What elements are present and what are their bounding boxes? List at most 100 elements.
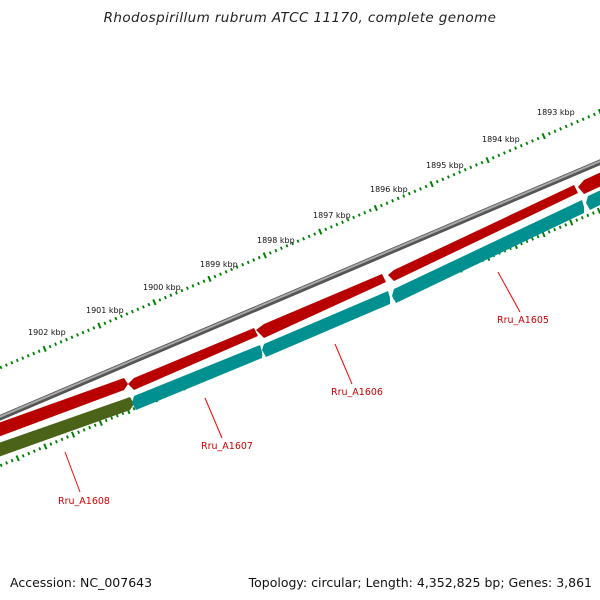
ruler-minor-tick: [368, 208, 372, 213]
ruler-minor-tick: [257, 255, 261, 260]
ruler-minor-tick: [92, 326, 96, 330]
ruler-minor-tick: [587, 115, 591, 119]
ruler-minor-tick: [103, 321, 107, 326]
ruler-minor-tick: [185, 286, 189, 290]
ruler-minor-tick: [291, 241, 294, 246]
ruler-minor-tick: [564, 124, 568, 129]
ruler-minor-tick: [424, 184, 428, 189]
ruler-minor-tick: [547, 230, 551, 234]
ruler-minor-tick: [191, 284, 195, 288]
ruler-minor-tick: [274, 248, 278, 253]
gene-arrow-forward: [256, 274, 386, 338]
ruler-minor-tick: [38, 447, 42, 451]
ruler-minor-tick: [147, 302, 151, 307]
gene-label: Rru_A1608: [58, 496, 110, 507]
ruler-minor-tick: [296, 239, 300, 243]
ruler-minor-tick: [241, 263, 245, 267]
ruler-minor-tick: [341, 220, 344, 224]
gene-label-lines: [64, 271, 521, 493]
ruler-minor-tick: [87, 328, 90, 333]
reverse-strand-genes: [0, 190, 600, 457]
ruler-minor-tick: [115, 414, 119, 418]
ruler-minor-tick: [307, 234, 311, 239]
ruler-minor-tick: [435, 179, 439, 184]
ruler-minor-tick: [531, 139, 534, 143]
ruler-minor-tick: [230, 267, 234, 272]
ruler-major-tick: [569, 219, 574, 226]
gene-arrow-reverse: [392, 200, 584, 303]
ruler-minor-tick: [346, 218, 350, 222]
ruler-minor-tick: [553, 129, 557, 134]
ruler-major-tick: [373, 204, 378, 212]
ruler-minor-tick: [363, 210, 367, 215]
kbp-label: 1895 kbp: [426, 161, 464, 170]
ruler-major-tick: [98, 419, 103, 426]
ruler-minor-tick: [559, 127, 563, 131]
ruler-minor-tick: [581, 117, 585, 121]
ruler-minor-tick: [564, 223, 568, 227]
kbp-label: 1896 kbp: [370, 185, 408, 194]
ruler-minor-tick: [285, 244, 289, 248]
ruler-major-tick: [152, 299, 157, 306]
kbp-label: 1902 kbp: [28, 328, 66, 337]
ruler-minor-tick: [93, 423, 97, 427]
ruler-minor-tick: [491, 156, 495, 160]
ruler-minor-tick: [536, 234, 540, 239]
ruler-minor-tick: [502, 151, 506, 155]
ruler-minor-tick: [413, 189, 417, 193]
ruler-minor-tick: [224, 270, 228, 274]
ruler-major-tick: [485, 157, 490, 164]
ruler-minor-tick: [82, 428, 86, 432]
ruler-minor-tick: [246, 260, 250, 265]
ruler-minor-tick: [10, 458, 14, 463]
ruler-minor-tick: [60, 437, 64, 442]
ruler-minor-tick: [169, 293, 173, 297]
ruler-minor-tick: [279, 246, 283, 250]
label-leader-line: [334, 343, 353, 385]
ruler-minor-tick: [302, 237, 306, 241]
kbp-label: 1899 kbp: [200, 260, 238, 269]
ruler-minor-tick: [21, 454, 25, 458]
gene-arrow-forward: [388, 185, 578, 281]
label-leader-line: [204, 397, 223, 439]
kbp-label: 1901 kbp: [86, 306, 124, 315]
ruler-minor-tick: [49, 442, 53, 446]
label-leader-line: [64, 451, 81, 493]
ruler-major-tick: [318, 228, 323, 235]
ruler-minor-tick: [313, 232, 317, 236]
kbp-label: 1893 kbp: [537, 108, 575, 117]
ruler-minor-tick: [497, 153, 501, 158]
ruler-minor-tick: [463, 168, 467, 172]
ruler-minor-tick: [32, 449, 36, 453]
ruler-major-tick: [70, 431, 76, 438]
ruler-minor-tick: [54, 439, 58, 444]
label-leader-line: [497, 271, 521, 313]
ruler-minor-tick: [37, 349, 41, 353]
kbp-label: 1897 kbp: [313, 211, 351, 220]
ruler-minor-tick: [352, 215, 356, 220]
gene-labels: Rru_A1605 Rru_A1606 Rru_A1607 Rru_A1608: [58, 315, 549, 507]
ruler-minor-tick: [10, 361, 14, 365]
ruler-minor-tick: [385, 201, 389, 205]
ruler-minor-tick: [558, 225, 562, 229]
map-title: Rhodospirillum rubrum ATCC 11170, comple…: [103, 10, 497, 26]
kbp-label: 1894 kbp: [482, 135, 520, 144]
ruler-minor-tick: [514, 146, 518, 150]
kbp-label: 1898 kbp: [257, 236, 295, 245]
ruler-minor-tick: [519, 144, 523, 148]
ruler-minor-tick: [446, 175, 450, 179]
ruler-minor-tick: [525, 141, 529, 146]
ruler-minor-tick: [104, 418, 108, 423]
ruler-minor-tick: [136, 307, 140, 312]
gene-arrow-reverse: [132, 345, 262, 410]
ruler-minor-tick: [536, 136, 540, 141]
ruler-minor-tick: [88, 425, 92, 430]
ruler-major-tick: [15, 455, 20, 462]
accession-text: Accession: NC_007643: [10, 575, 153, 590]
ruler-minor-tick: [419, 187, 422, 191]
ruler-minor-tick: [396, 196, 400, 201]
genome-summary-text: Topology: circular; Length: 4,352,825 bp…: [248, 575, 592, 590]
ruler-major-tick: [429, 180, 434, 188]
gene-arrow-reverse: [586, 190, 600, 210]
ruler-minor-tick: [48, 344, 52, 349]
